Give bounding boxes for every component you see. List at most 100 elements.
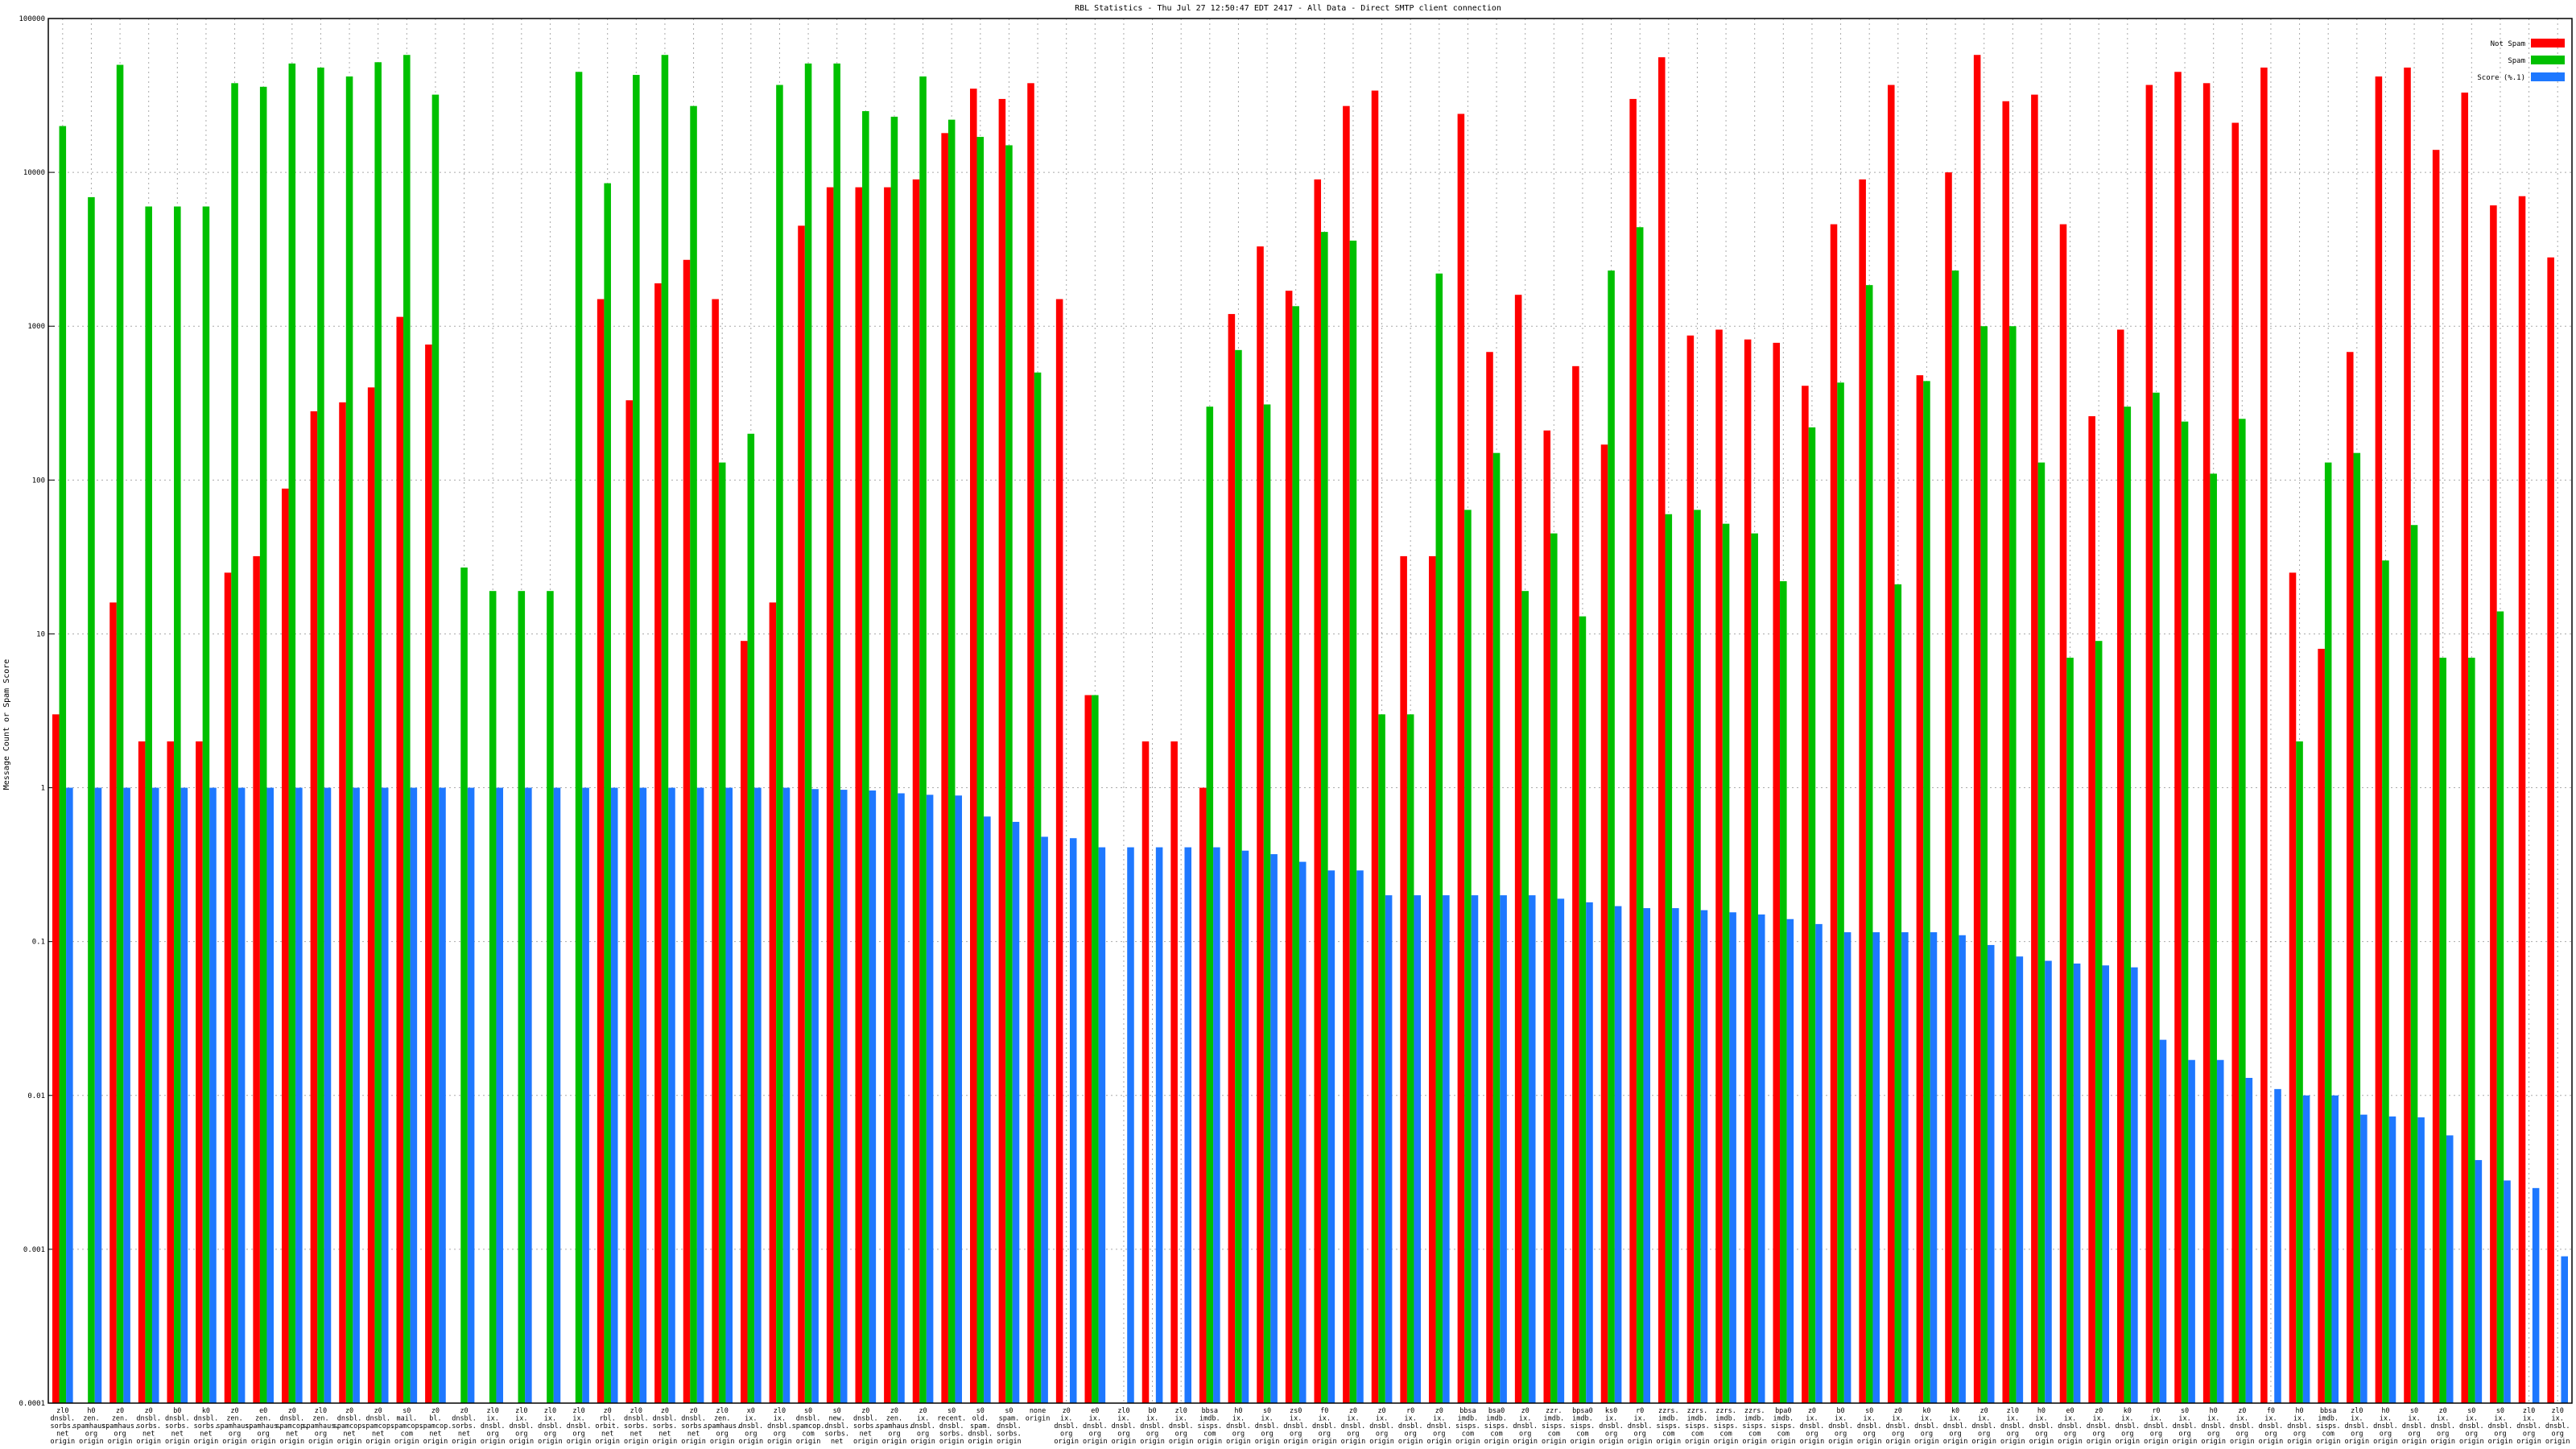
x-tick-label-line: origin (997, 1438, 1022, 1446)
x-tick-label-line: origin (222, 1438, 247, 1446)
x-tick-label: zzrs. imdb. sisps. com origin (1714, 1407, 1739, 1446)
bar-spam (1665, 514, 1673, 1403)
x-tick-label-line: sisps. (1455, 1422, 1480, 1430)
y-tick-labels: 0.0001 0.001 0.01 0.1 1 10 100 1000 10000 100000 (19, 15, 45, 1408)
x-tick-label-line: imdb. (1458, 1415, 1479, 1423)
x-tick-label-line: dnsbl. (939, 1422, 964, 1430)
x-tick-label-line: origin (910, 1438, 935, 1446)
x-tick-label-line: org (229, 1430, 241, 1439)
x-tick-label-line: sorbs. (50, 1422, 75, 1430)
x-tick-label-line: origin (1112, 1438, 1137, 1446)
x-tick-label-line: dnsbl. (2344, 1422, 2369, 1430)
x-tick-label-line: spamhaus. (302, 1422, 339, 1430)
x-tick-label-line: origin (2058, 1438, 2083, 1446)
x-tick-label-line: imdb. (2318, 1415, 2339, 1423)
x-tick-label-line: origin (767, 1438, 792, 1446)
x-tick-label-line: dnsbl. (2488, 1422, 2513, 1430)
bar-not-spam (2002, 101, 2010, 1404)
x-tick-label-line: z0 (689, 1407, 697, 1415)
bar-spam (2296, 741, 2303, 1403)
bar-spam (1837, 382, 1844, 1403)
y-tick-label: 10000 (23, 169, 45, 177)
x-tick-label: z0 ix. dnsbl. org origin (1054, 1407, 1079, 1446)
bar-spam (202, 206, 210, 1403)
bar-not-spam (1802, 386, 1809, 1404)
bar-spam (1579, 616, 1587, 1403)
bar-not-spam (52, 714, 60, 1403)
bar-spam (1694, 510, 1701, 1403)
x-tick-label-line: dnsbl. (2430, 1422, 2455, 1430)
bar-score-1 (180, 787, 188, 1403)
x-tick-label-line: zzrs. (1687, 1407, 1708, 1415)
bar-spam (116, 64, 124, 1404)
bar-not-spam (1400, 555, 1407, 1403)
x-tick-label-line: origin (595, 1438, 620, 1446)
x-tick-label-line: spamhaus. (876, 1422, 913, 1430)
x-tick-label-line: z0 (2095, 1407, 2103, 1415)
x-tick-label-line: zen. (112, 1415, 128, 1423)
bar-not-spam (2490, 205, 2497, 1403)
x-tick-label-line: ix. (1519, 1415, 1531, 1423)
x-tick-label-line: origin (1685, 1438, 1710, 1446)
x-tick-label: r0 ix. dnsbl. org origin (1628, 1407, 1653, 1446)
x-tick-label-line: dnsbl. (1283, 1422, 1308, 1430)
x-tick-label-line: bsa0 (1488, 1407, 1505, 1415)
x-tick-label-line: e0 (1091, 1407, 1099, 1415)
x-tick-label-line: org (1835, 1430, 1847, 1439)
x-tick-label-line: org (2466, 1430, 2478, 1439)
x-tick-label: f0 ix. dnsbl. org origin (2259, 1407, 2284, 1446)
bar-score-1 (525, 787, 532, 1403)
x-tick-label-line: zen. (226, 1415, 242, 1423)
bar-spam (1206, 407, 1214, 1403)
x-tick-label-line: origin (1341, 1438, 1366, 1446)
x-tick-label-line: origin (1628, 1438, 1653, 1446)
x-tick-label: h0 ix. dnsbl. org origin (2373, 1407, 2398, 1446)
x-tick-label-line: origin (1083, 1438, 1108, 1446)
bar-score-1 (2532, 1187, 2540, 1403)
x-tick-label-line: ix. (2035, 1415, 2047, 1423)
x-tick-label-line: ix. (2437, 1415, 2449, 1423)
x-tick-label-line: e0 (259, 1407, 267, 1415)
x-tick-label-line: origin (2344, 1438, 2369, 1446)
x-tick-label-line: origin (2000, 1438, 2025, 1446)
bar-spam (1092, 695, 1099, 1403)
x-tick-label-line: org (1089, 1430, 1101, 1439)
x-tick-label: z0 dnsbl. spamcop. net origin (275, 1407, 308, 1446)
x-tick-label-line: dnsbl. (624, 1415, 649, 1423)
x-tick-label: e0 ix. dnsbl. org origin (2058, 1407, 2083, 1446)
x-tick-label-line: dnsbl. (1112, 1422, 1137, 1430)
x-tick-label-line: dnsbl. (2230, 1422, 2255, 1430)
x-tick-label-line: z0 (1894, 1407, 1902, 1415)
bar-score-1 (2331, 1095, 2339, 1403)
x-tick-label-line: org (114, 1430, 126, 1439)
x-tick-label: z0 ix. dnsbl. org origin (1341, 1407, 1366, 1446)
x-tick-label-line: origin (1426, 1438, 1451, 1446)
x-tick-label-line: origin (1169, 1438, 1194, 1446)
x-tick-label-line: k0 (2124, 1407, 2132, 1415)
y-tick-label: 0.001 (23, 1246, 45, 1254)
bar-spam (259, 86, 267, 1403)
x-tick-label-line: h0 (87, 1407, 95, 1415)
bar-spam (1034, 372, 1042, 1403)
x-tick-label-line: org (2150, 1430, 2162, 1439)
x-tick-label-line: b0 (173, 1407, 181, 1415)
x-tick-label-line: org (1175, 1430, 1187, 1439)
bar-not-spam (2404, 67, 2411, 1404)
bar-spam (890, 116, 898, 1403)
x-tick-label-line: zen. (886, 1415, 902, 1423)
x-tick-label-line: z0 (1521, 1407, 1530, 1415)
x-tick-label-line: org (2380, 1430, 2392, 1439)
x-tick-label-line: s0 (2467, 1407, 2475, 1415)
x-tick-label-line: com (1490, 1430, 1502, 1439)
bar-score-1 (1241, 850, 1249, 1403)
x-tick-label-line: net (458, 1430, 470, 1439)
x-tick-label-line: dnsbl. (2259, 1422, 2284, 1430)
x-tick-label-line: dnsbl. (1628, 1422, 1653, 1430)
bar-not-spam (1170, 741, 1178, 1403)
x-tick-label-line: zl0 (2007, 1407, 2019, 1415)
x-tick-label-line: origin (452, 1438, 477, 1446)
x-tick-label-line: zl0 (487, 1407, 499, 1415)
x-tick-label-line: origin (1714, 1438, 1739, 1446)
x-tick-label-line: origin (2287, 1438, 2312, 1446)
x-tick-label-line: ix. (2207, 1415, 2219, 1423)
